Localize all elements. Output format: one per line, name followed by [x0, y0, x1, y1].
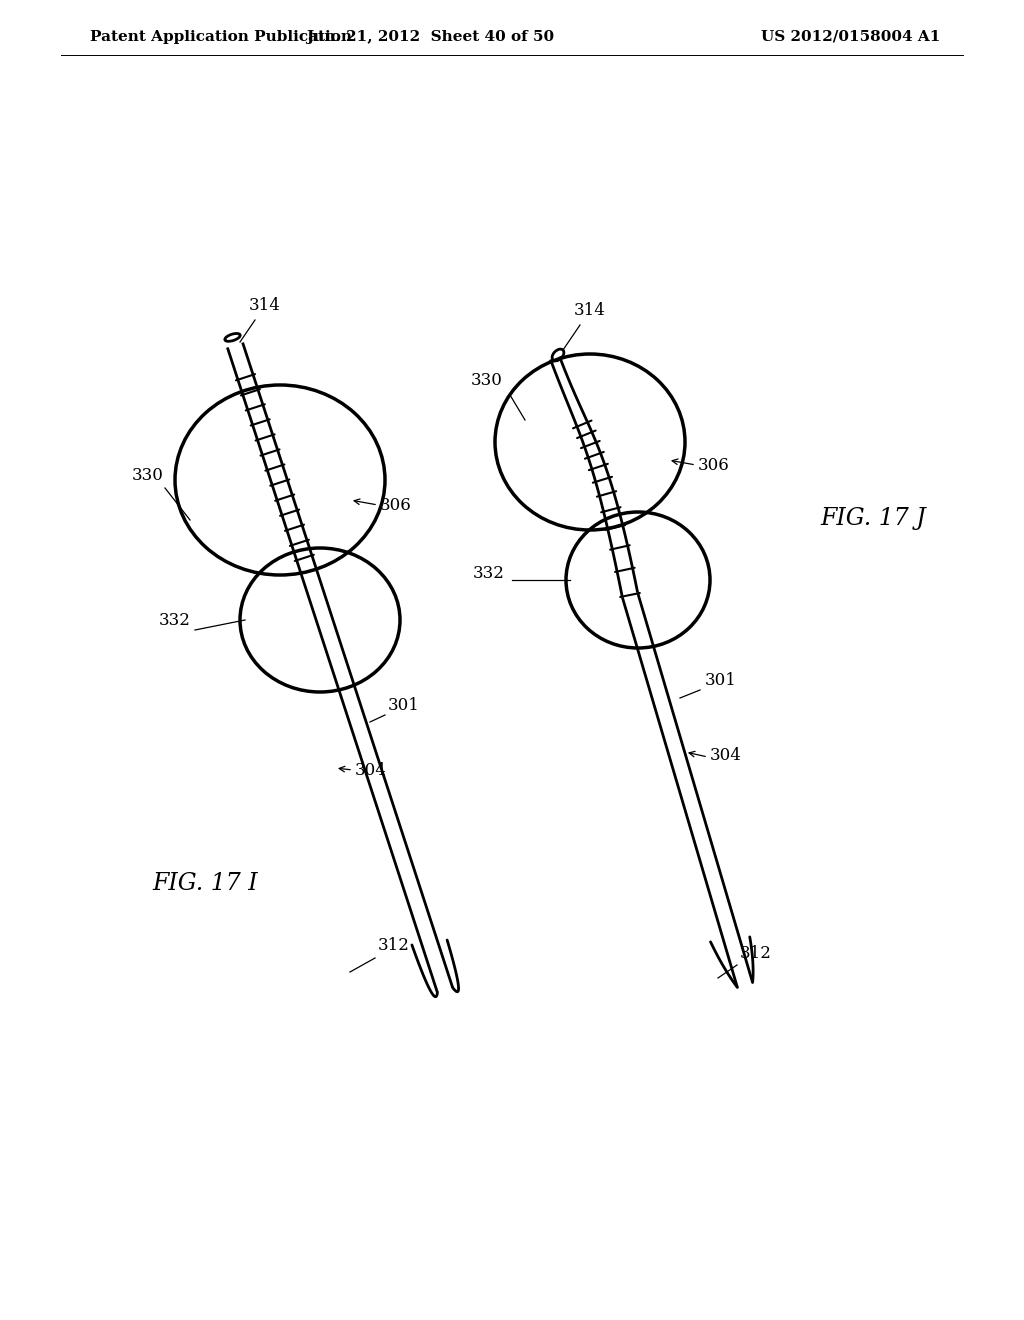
Text: Jun. 21, 2012  Sheet 40 of 50: Jun. 21, 2012 Sheet 40 of 50 [306, 30, 554, 44]
Text: 314: 314 [249, 297, 281, 314]
Text: 301: 301 [705, 672, 737, 689]
Text: 330: 330 [132, 467, 164, 484]
Text: 332: 332 [159, 612, 190, 630]
Text: US 2012/0158004 A1: US 2012/0158004 A1 [761, 30, 940, 44]
Text: 312: 312 [378, 937, 410, 954]
Text: 314: 314 [574, 302, 606, 319]
Text: 306: 306 [380, 498, 412, 513]
Text: 304: 304 [710, 747, 741, 764]
Text: FIG. 17 I: FIG. 17 I [153, 873, 258, 895]
Text: 312: 312 [740, 945, 772, 962]
Text: FIG. 17 J: FIG. 17 J [820, 507, 926, 531]
Text: 330: 330 [471, 372, 503, 389]
Text: 332: 332 [473, 565, 505, 582]
Text: 301: 301 [388, 697, 420, 714]
Text: Patent Application Publication: Patent Application Publication [90, 30, 352, 44]
Text: 306: 306 [698, 457, 730, 474]
Text: 304: 304 [355, 762, 387, 779]
